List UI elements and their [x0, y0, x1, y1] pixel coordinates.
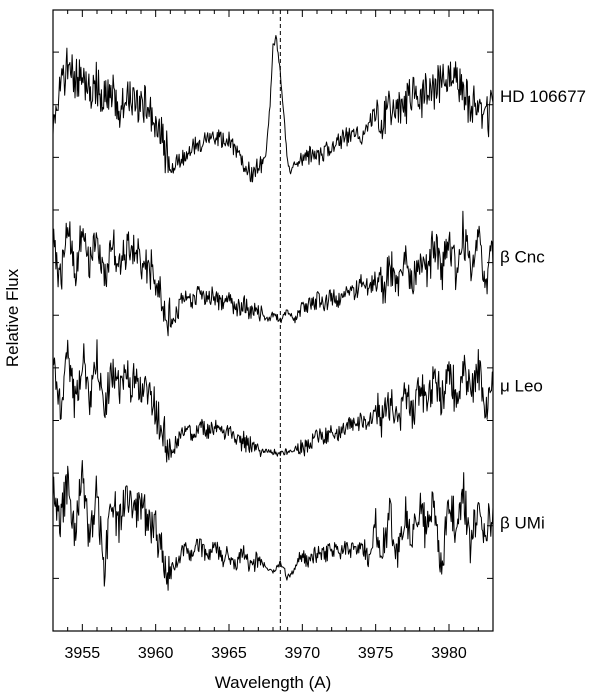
series-label: μ Leo	[500, 377, 543, 396]
series-line	[52, 210, 494, 337]
x-tick-label: 3955	[65, 645, 101, 662]
series-label: HD 106677	[500, 87, 586, 106]
series-line	[52, 460, 494, 591]
series-line	[52, 339, 494, 463]
y-axis-label: Relative Flux	[3, 268, 22, 367]
series-lines	[52, 35, 494, 591]
x-tick-label: 3980	[431, 645, 467, 662]
y-axis-ticks	[53, 51, 493, 579]
x-tick-label: 3975	[358, 645, 394, 662]
x-tick-label: 3965	[211, 645, 247, 662]
x-axis-ticks: 3955 3960 3965 3970 3975 3980	[52, 10, 494, 662]
x-axis-label: Wavelength (A)	[215, 673, 332, 692]
series-label: β UMi	[500, 513, 545, 532]
series-labels: HD 106677 β Cnc μ Leo β UMi	[500, 87, 586, 532]
series-label: β Cnc	[500, 248, 545, 267]
series-line	[52, 35, 494, 183]
x-tick-label: 3960	[138, 645, 174, 662]
x-tick-label: 3970	[285, 645, 321, 662]
